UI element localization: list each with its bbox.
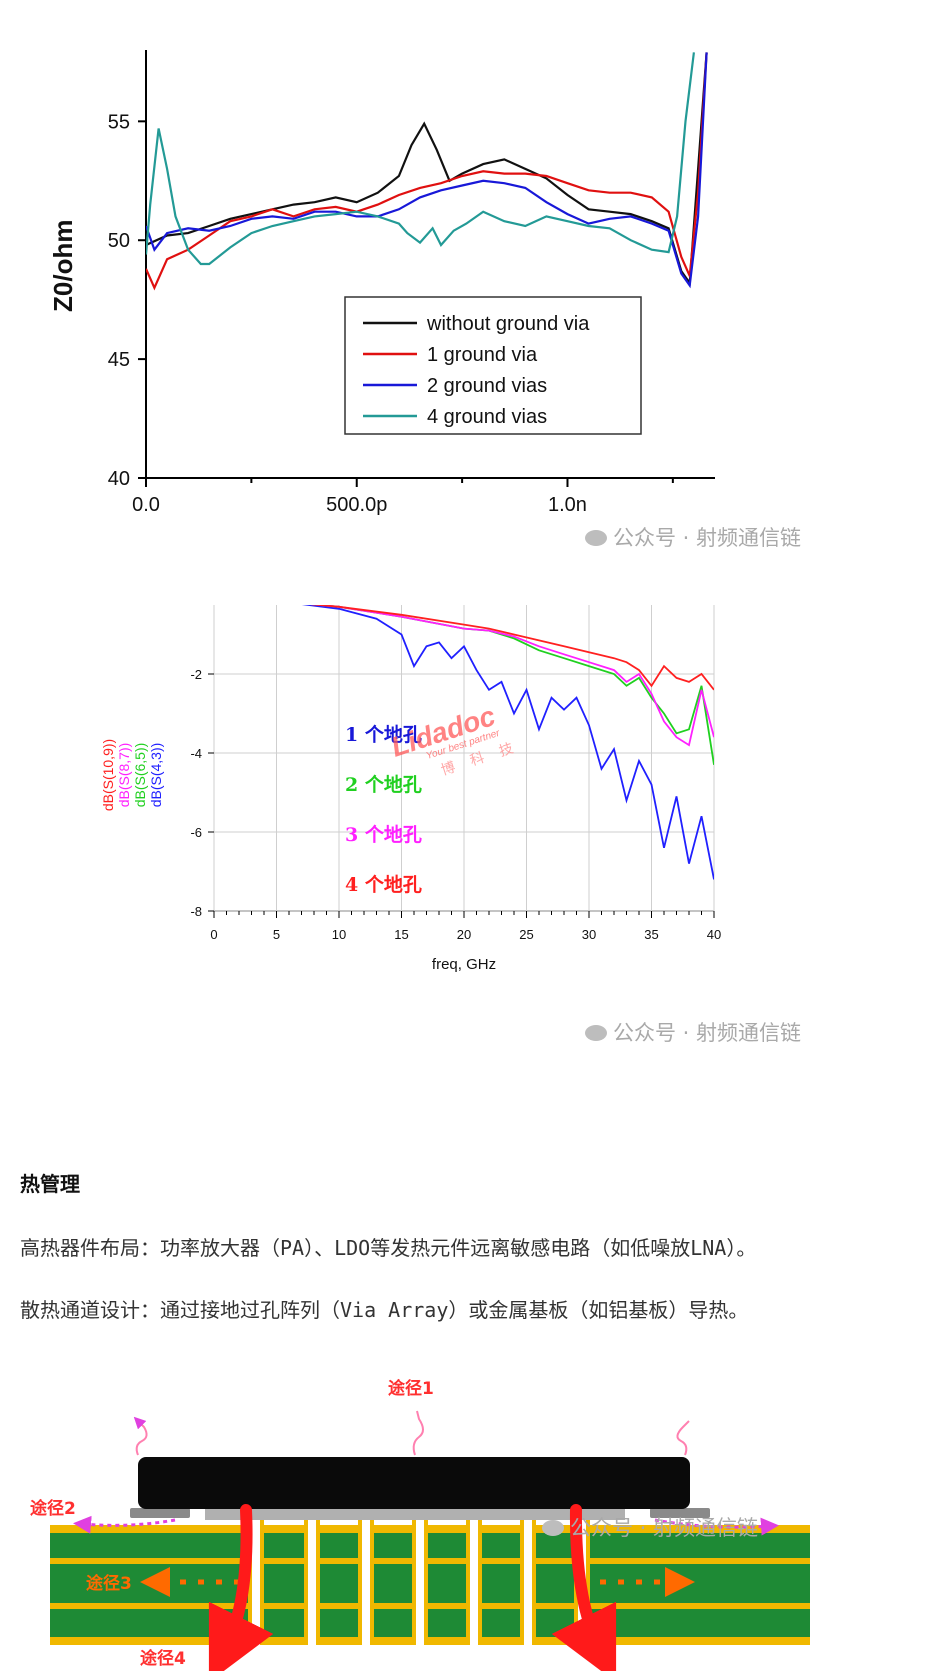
y-tick-label: 50 bbox=[108, 230, 130, 252]
x-tick-label: 10 bbox=[332, 927, 346, 942]
y-tick-label: 40 bbox=[108, 468, 130, 490]
y-tick-label: 45 bbox=[108, 349, 130, 371]
label-path-4: 途径4 bbox=[140, 1648, 186, 1669]
legend-label: without ground via bbox=[426, 313, 590, 335]
wechat-icon bbox=[542, 1520, 564, 1536]
heat-path-2 bbox=[73, 1515, 779, 1536]
series-line bbox=[146, 52, 695, 266]
legend-label: 4 ground vias bbox=[427, 406, 547, 428]
legend-box bbox=[344, 296, 642, 435]
x-tick-label: 40 bbox=[707, 927, 721, 942]
via-wall bbox=[370, 1520, 374, 1645]
x-tick-label: 35 bbox=[644, 927, 658, 942]
x-tick-label: 15 bbox=[394, 927, 408, 942]
heat-path-1 bbox=[133, 1410, 690, 1456]
section-heading: 热管理 bbox=[20, 1172, 80, 1196]
series-annotation: 1 个地孔 bbox=[345, 723, 422, 746]
via-wall bbox=[316, 1520, 320, 1645]
legend-label: 1 ground via bbox=[427, 344, 538, 366]
wechat-icon bbox=[585, 1025, 607, 1041]
series-line bbox=[146, 52, 708, 289]
series-line bbox=[301, 605, 714, 880]
x-tick-label: 0 bbox=[210, 927, 217, 942]
y-axis-label: Z0/ohm bbox=[48, 220, 78, 312]
via-wall bbox=[466, 1520, 470, 1645]
via-wall bbox=[260, 1520, 264, 1645]
series-line bbox=[146, 52, 708, 287]
via-gap bbox=[306, 1520, 318, 1645]
y-tick-label: -4 bbox=[190, 746, 202, 761]
x-tick-label: 500.0p bbox=[326, 494, 387, 516]
chip-package bbox=[130, 1457, 710, 1520]
label-path-1: 途径1 bbox=[388, 1378, 434, 1399]
y-tick-label: 55 bbox=[108, 111, 130, 133]
label-path-3: 途径3 bbox=[86, 1573, 132, 1594]
impedance-chart: 40 45 50 55 0.0 500.0p 1.0n Z0/ohm without groun… bbox=[48, 50, 715, 516]
via-wall bbox=[424, 1520, 428, 1645]
y-axis-label: dB(S(4,3)) bbox=[148, 743, 164, 808]
series-line bbox=[310, 605, 714, 747]
via-wall bbox=[586, 1520, 590, 1645]
via-gap bbox=[414, 1520, 426, 1645]
via-wall bbox=[532, 1520, 536, 1645]
y-tick-label: -8 bbox=[190, 904, 202, 919]
via-array bbox=[248, 1520, 590, 1645]
x-tick-label: 25 bbox=[519, 927, 533, 942]
legend-label: 2 ground vias bbox=[427, 375, 547, 397]
series-annotation: 4 个地孔 bbox=[345, 873, 422, 896]
via-wall bbox=[520, 1520, 524, 1645]
label-path-2: 途径2 bbox=[30, 1498, 76, 1519]
paragraph-heat-path: 散热通道设计：通过接地过孔阵列（Via Array）或金属基板（如铝基板）导热。 bbox=[20, 1298, 749, 1322]
series-annotation: 3 个地孔 bbox=[345, 823, 422, 846]
via-gap bbox=[468, 1520, 480, 1645]
x-tick-label: 1.0n bbox=[548, 494, 587, 516]
via-wall bbox=[412, 1520, 416, 1645]
heat-path-4 bbox=[208, 1504, 617, 1671]
x-tick-label: 20 bbox=[457, 927, 471, 942]
pcb-board bbox=[50, 1525, 810, 1645]
via-wall bbox=[478, 1520, 482, 1645]
via-wall bbox=[304, 1520, 308, 1645]
series-line bbox=[146, 52, 708, 291]
x-tick-label: 0.0 bbox=[132, 494, 160, 516]
watermark-1: 公众号 · 射频通信链 bbox=[585, 522, 801, 552]
y-axis-label: dB(S(8,7)) bbox=[116, 743, 132, 808]
x-axis-label: freq, GHz bbox=[432, 956, 496, 973]
y-tick-label: -2 bbox=[190, 667, 202, 682]
via-gap bbox=[360, 1520, 372, 1645]
watermark-3: 公众号 · 射频通信链 bbox=[542, 1512, 758, 1542]
series-line bbox=[310, 605, 714, 691]
y-axis-label: dB(S(6,5)) bbox=[132, 743, 148, 808]
wechat-icon bbox=[585, 530, 607, 546]
watermark-2: 公众号 · 射频通信链 bbox=[585, 1017, 801, 1047]
x-tick-label: 30 bbox=[582, 927, 596, 942]
y-axis-label: dB(S(10,9)) bbox=[100, 739, 116, 811]
y-tick-label: -6 bbox=[190, 825, 202, 840]
x-tick-label: 5 bbox=[273, 927, 280, 942]
via-wall bbox=[248, 1520, 252, 1645]
via-wall bbox=[358, 1520, 362, 1645]
paragraph-layout: 高热器件布局：功率放大器（PA）、LDO等发热元件远离敏感电路（如低噪放LNA）… bbox=[20, 1236, 757, 1260]
series-annotation: 2 个地孔 bbox=[345, 773, 422, 796]
via-gap bbox=[522, 1520, 534, 1645]
thermal-path-diagram: 途径1 途径2 途径3 途径4 bbox=[30, 1378, 810, 1671]
